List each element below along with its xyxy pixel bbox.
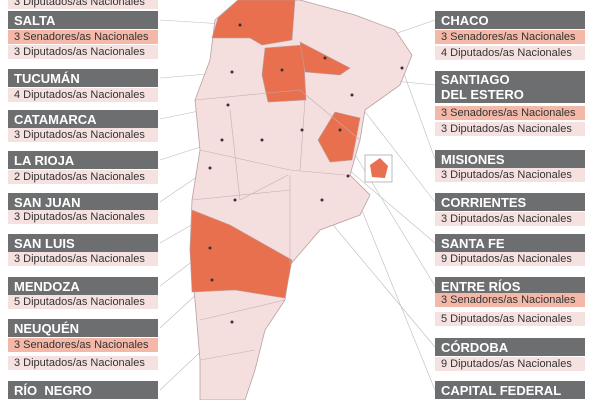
- province-heading: LA RIOJA: [8, 151, 158, 169]
- seat-row: 5 Diputados/as Nacionales: [435, 312, 585, 326]
- seat-row: 3 Diputados/as Nacionales: [8, 356, 158, 370]
- seat-row: 3 Diputados/as Nacionales: [8, 252, 158, 266]
- province-heading: MENDOZA: [8, 277, 158, 295]
- province-heading: CHACO: [435, 11, 585, 29]
- province-heading: CAPITAL FEDERAL: [435, 381, 585, 399]
- province-heading: SANTA FE: [435, 234, 585, 252]
- seat-row: 3 Diputados/as Nacionales: [8, 128, 158, 142]
- seat-row: 3 Diputados/as Nacionales: [8, 0, 158, 9]
- seat-row: 3 Senadores/as Nacionales: [435, 293, 585, 307]
- province-borders: [191, 89, 361, 361]
- seat-row: 3 Diputados/as Nacionales: [435, 168, 585, 182]
- seat-row: 3 Senadores/as Nacionales: [8, 338, 158, 352]
- province-heading: CATAMARCA: [8, 110, 158, 128]
- province-heading: CORRIENTES: [435, 193, 585, 211]
- seat-row: 4 Diputados/as Nacionales: [8, 88, 158, 102]
- province-heading: NEUQUÉN: [8, 319, 158, 337]
- seat-row: 3 Senadores/as Nacionales: [435, 30, 585, 44]
- province-heading: SAN JUAN: [8, 193, 158, 211]
- seat-row: 2 Diputados/as Nacionales: [8, 170, 158, 184]
- seat-row: 9 Diputados/as Nacionales: [435, 252, 585, 266]
- province-heading: ENTRE RÍOS: [435, 277, 585, 295]
- province-heading: CÓRDOBA: [435, 338, 585, 356]
- seat-row: 3 Diputados/as Nacionales: [8, 45, 158, 59]
- seat-row: 5 Diputados/as Nacionales: [8, 295, 158, 309]
- dots: [208, 23, 404, 324]
- seat-row: 9 Diputados/as Nacionales: [435, 357, 585, 371]
- province-heading: TUCUMÁN: [8, 69, 158, 87]
- province-heading: SANTIAGO DEL ESTERO: [435, 71, 585, 103]
- province-heading: RÍO NEGRO: [8, 381, 158, 399]
- inset-capital: [370, 158, 388, 178]
- seat-row: 3 Diputados/as Nacionales: [8, 210, 158, 224]
- seat-row: 3 Diputados/as Nacionales: [435, 122, 585, 136]
- province-heading: MISIONES: [435, 150, 585, 168]
- seat-row: 3 Senadores/as Nacionales: [8, 30, 158, 44]
- province-heading: SAN LUIS: [8, 234, 158, 252]
- seat-row: 3 Senadores/as Nacionales: [435, 106, 585, 120]
- province-heading: SALTA: [8, 11, 158, 29]
- seat-row: 3 Diputados/as Nacionales: [435, 212, 585, 226]
- seat-row: 4 Diputados/as Nacionales: [435, 46, 585, 60]
